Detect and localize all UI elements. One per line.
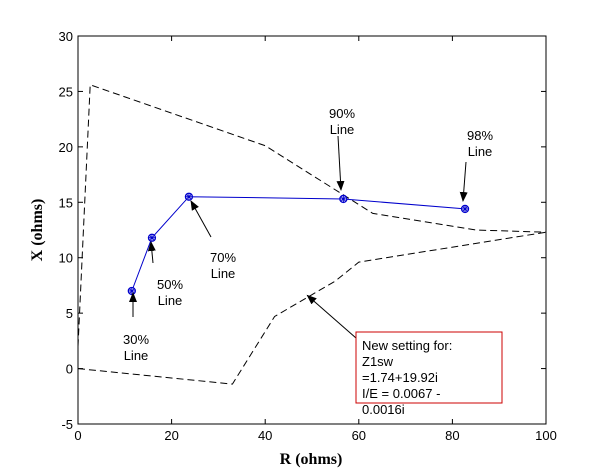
annotation-label: Line <box>124 348 149 363</box>
data-point-star <box>148 234 155 241</box>
x-tick-label: 60 <box>352 428 366 443</box>
series-1-line <box>77 84 547 347</box>
data-point-star <box>185 193 192 200</box>
data-point-star <box>462 205 469 212</box>
annotation-arrow <box>459 161 468 202</box>
x-tick-label: 0 <box>74 428 81 443</box>
data-point-star <box>128 287 135 294</box>
annotation-label: 90% <box>329 106 355 121</box>
text-box-line-5: 0.0016i <box>362 402 405 417</box>
x-tick-label: 100 <box>535 428 557 443</box>
text-box-frame <box>355 331 503 404</box>
series-2-line <box>77 231 547 385</box>
y-tick-label: -5 <box>61 417 73 432</box>
annotation-arrow <box>147 241 156 264</box>
annotation-label: 30% <box>123 332 149 347</box>
text-box-line-2: Z1sw <box>362 354 394 369</box>
annotation-label: 50% <box>157 277 183 292</box>
y-tick-label: 30 <box>59 29 73 44</box>
y-tick-label: 5 <box>66 306 73 321</box>
text-box-line-1: New setting for: <box>362 338 452 353</box>
y-axis-title: X (ohms) <box>29 199 46 262</box>
data-point-star <box>340 195 347 202</box>
text-box-line-4: I/E = 0.0067 - <box>362 386 440 401</box>
annotation-label: 70% <box>210 250 236 265</box>
x-axis-title: R (ohms) <box>280 451 343 468</box>
annotation-label: 98% <box>467 128 493 143</box>
y-tick-label: 10 <box>59 251 73 266</box>
x-tick-label: 20 <box>164 428 178 443</box>
annotation-label: Line <box>158 293 183 308</box>
y-tick-label: 15 <box>59 195 73 210</box>
series-layer <box>77 84 547 385</box>
annotation-arrow <box>190 200 212 238</box>
text-box-line-3: =1.74+19.92i <box>362 370 438 385</box>
annotation-label: Line <box>211 266 236 281</box>
y-tick-label: 0 <box>66 362 73 377</box>
annotation-label: Line <box>330 122 355 137</box>
text-box-arrow <box>306 294 357 339</box>
x-tick-label: 40 <box>258 428 272 443</box>
annotation-label: Line <box>468 144 493 159</box>
y-tick-label: 20 <box>59 140 73 155</box>
annotation-arrow <box>336 135 345 191</box>
y-tick-label: 25 <box>59 84 73 99</box>
x-tick-label: 80 <box>445 428 459 443</box>
